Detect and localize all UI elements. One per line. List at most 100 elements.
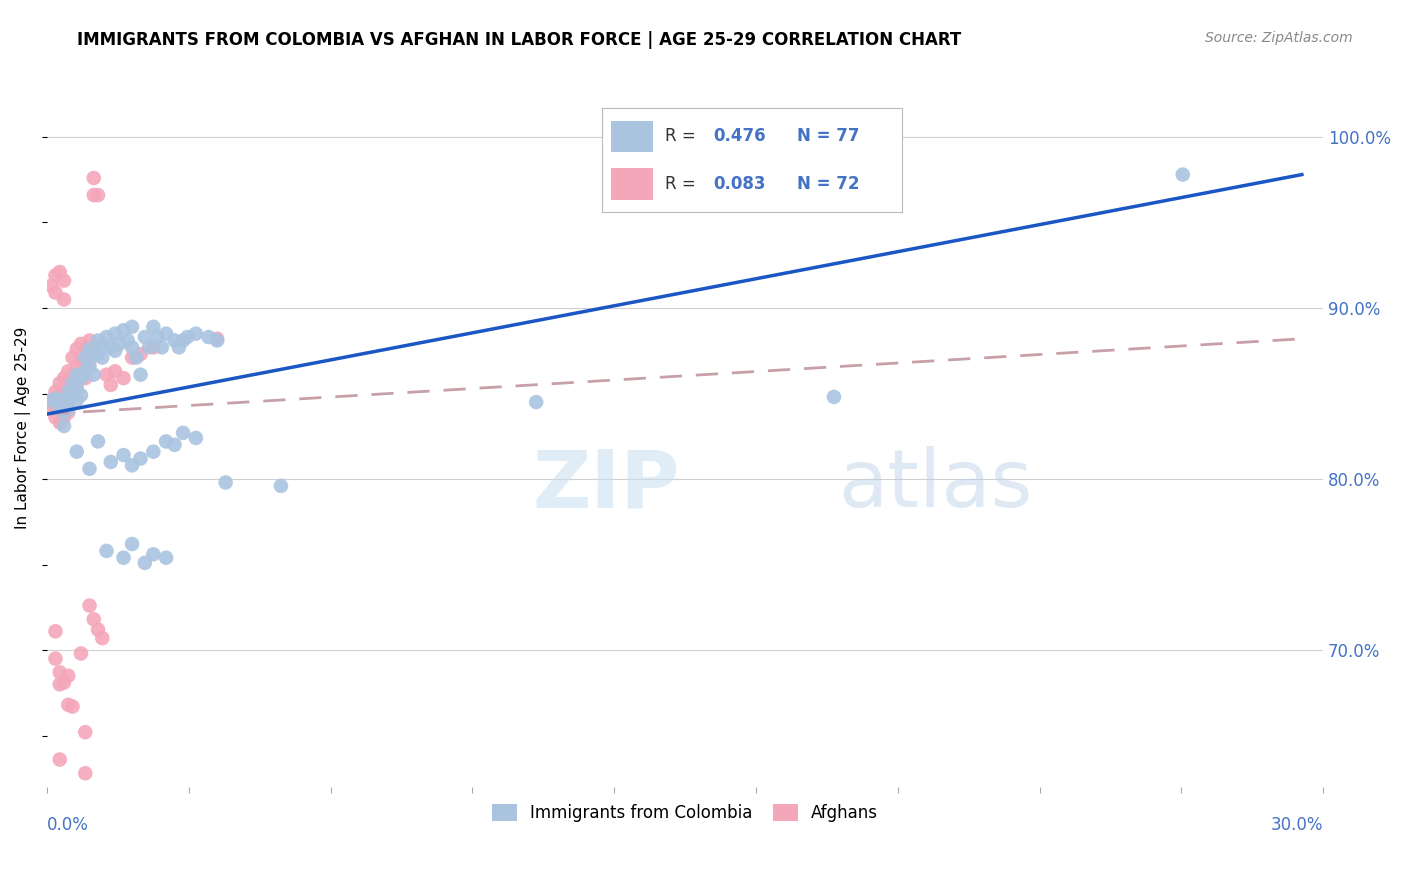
Point (172, 425, 194, 440)
Point (129, 347, 152, 361)
Point (66, 368, 89, 382)
Point (58, 392, 80, 406)
Point (48, 401, 70, 416)
Point (53, 274, 76, 288)
Point (163, 334, 186, 348)
Point (121, 351, 143, 365)
Point (58, 401, 80, 416)
Point (66, 393, 89, 408)
Point (79, 342, 101, 356)
Point (48, 753, 70, 767)
Point (58, 669, 80, 683)
Text: ZIP: ZIP (531, 446, 679, 524)
Point (75, 766, 97, 780)
Point (121, 458, 143, 473)
Point (53, 384, 76, 399)
Point (87, 434, 110, 449)
Point (146, 330, 169, 344)
Point (176, 330, 198, 344)
Point (121, 340, 143, 354)
Point (121, 537, 143, 551)
Point (112, 448, 135, 462)
Point (53, 293, 76, 307)
Point (134, 330, 156, 344)
Point (53, 393, 76, 408)
Point (142, 547, 165, 561)
Point (91, 631, 114, 645)
Point (39, 393, 62, 408)
Point (75, 351, 97, 365)
Point (184, 431, 207, 445)
Point (1171, 168, 1194, 182)
Point (44, 384, 66, 399)
Point (44, 392, 66, 406)
Point (129, 368, 152, 382)
Point (39, 401, 62, 416)
Point (112, 550, 135, 565)
Point (155, 326, 177, 341)
Point (79, 354, 101, 368)
Point (48, 416, 70, 430)
Point (48, 393, 70, 408)
Point (96, 368, 118, 382)
Point (155, 434, 177, 449)
Point (66, 381, 89, 395)
Point (87, 188, 110, 202)
Point (66, 359, 89, 373)
Point (79, 359, 101, 373)
Text: 30.0%: 30.0% (1271, 815, 1323, 834)
Point (70, 388, 93, 402)
Point (58, 405, 80, 419)
Point (75, 725, 97, 739)
Point (87, 623, 110, 637)
Text: IMMIGRANTS FROM COLOMBIA VS AFGHAN IN LABOR FORCE | AGE 25-29 CORRELATION CHART: IMMIGRANTS FROM COLOMBIA VS AFGHAN IN LA… (77, 31, 962, 49)
Point (142, 444, 165, 458)
Point (104, 364, 127, 378)
Point (104, 343, 127, 358)
Point (83, 612, 105, 626)
Point (134, 556, 156, 570)
Point (117, 334, 139, 348)
Point (100, 378, 122, 392)
Point (48, 388, 70, 402)
Point (66, 381, 89, 395)
Point (62, 368, 84, 382)
Point (125, 351, 148, 365)
Point (129, 451, 152, 466)
Point (79, 599, 101, 613)
Point (79, 334, 101, 348)
Text: 0.0%: 0.0% (46, 815, 89, 834)
Point (150, 340, 173, 354)
Point (172, 334, 194, 348)
Point (58, 393, 80, 408)
Point (91, 337, 114, 351)
Point (53, 371, 76, 385)
Point (66, 342, 89, 356)
Point (197, 330, 219, 344)
Point (58, 698, 80, 712)
Legend: Immigrants from Colombia, Afghans: Immigrants from Colombia, Afghans (484, 796, 886, 830)
Point (53, 419, 76, 434)
Point (96, 544, 118, 558)
Point (44, 651, 66, 665)
Point (104, 326, 127, 341)
Point (163, 438, 186, 452)
Point (48, 665, 70, 680)
Point (142, 319, 165, 334)
Point (48, 677, 70, 691)
Point (87, 347, 110, 361)
Point (58, 364, 80, 378)
Point (823, 390, 845, 404)
Point (100, 340, 122, 354)
Point (53, 410, 76, 425)
Point (75, 364, 97, 378)
Point (53, 399, 76, 413)
Point (75, 371, 97, 385)
Point (70, 337, 93, 351)
Point (75, 347, 97, 361)
Point (83, 347, 105, 361)
Point (205, 332, 228, 346)
Text: atlas: atlas (838, 446, 1032, 524)
Point (39, 393, 62, 408)
Point (87, 334, 110, 348)
